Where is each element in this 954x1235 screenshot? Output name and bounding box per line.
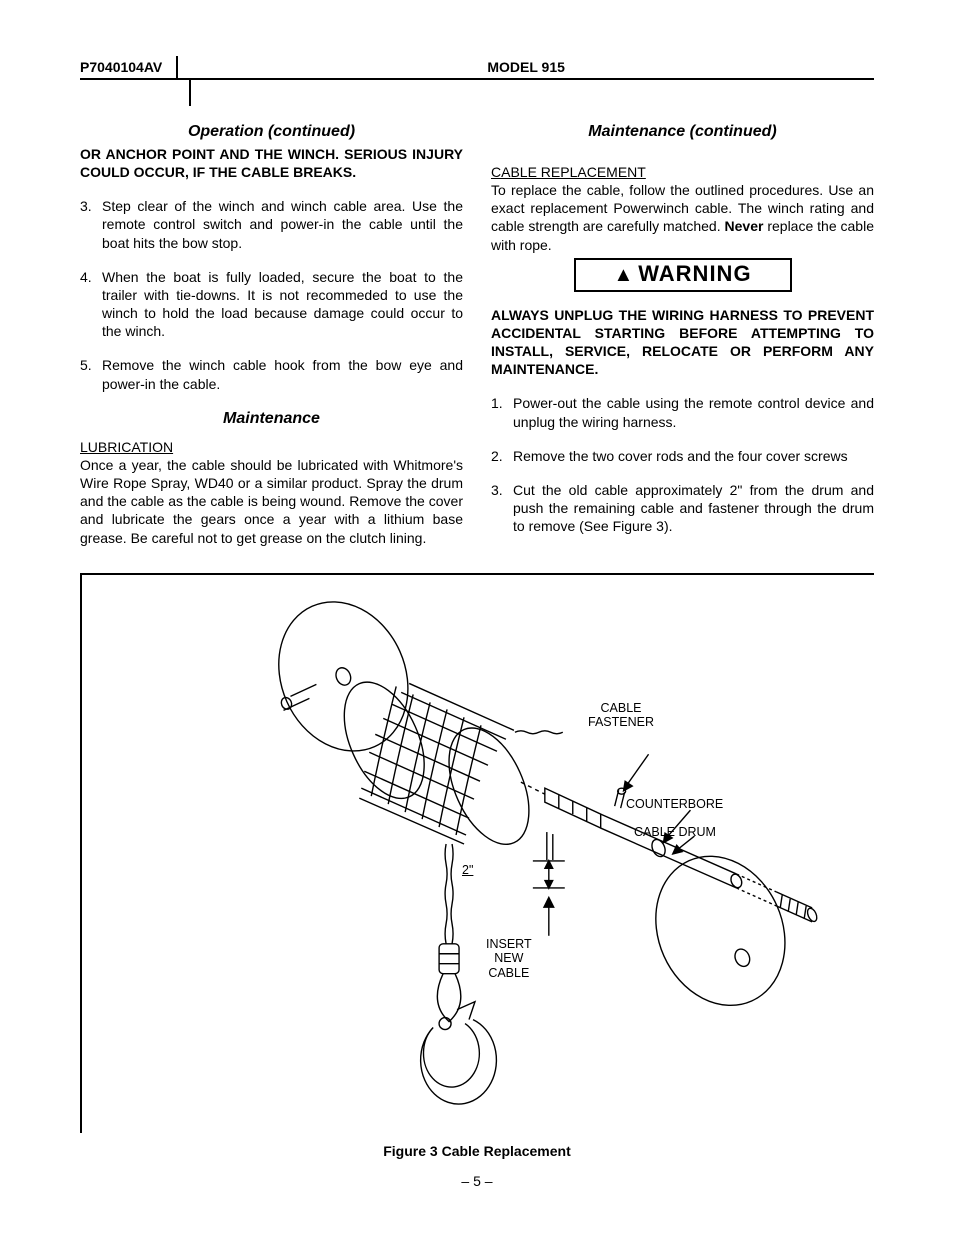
list-item: 4. When the boat is fully loaded, secure… [80,268,463,341]
warning-bold-text: ALWAYS UNPLUG THE WIRING HARNESS TO PREV… [491,306,874,379]
list-item: 3. Cut the old cable approximately 2" fr… [491,481,874,536]
step-number: 4. [80,268,102,341]
operation-heading: Operation (continued) [80,122,463,143]
step-number: 5. [80,356,102,392]
operation-warning-text: OR ANCHOR POINT AND THE WINCH. SERIOUS I… [80,145,463,181]
step-text: Remove the two cover rods and the four c… [513,447,874,465]
warning-label: WARNING [638,260,751,289]
label-cable-drum: CABLE DRUM [634,825,716,839]
right-column: Maintenance (continued) CABLE REPLACEMEN… [491,122,874,563]
maintenance-cont-heading: Maintenance (continued) [491,122,874,143]
label-insert-new-cable: INSERTNEWCABLE [486,937,532,980]
page-header: P7040104AV MODEL 915 [80,56,874,80]
step-number: 1. [491,394,513,430]
cable-replacement-subhead: CABLE REPLACEMENT [491,163,874,181]
figure-caption: Figure 3 Cable Replacement [80,1143,874,1159]
content-columns: Operation (continued) OR ANCHOR POINT AN… [80,122,874,563]
lubrication-text: Once a year, the cable should be lubrica… [80,456,463,547]
list-item: 5. Remove the winch cable hook from the … [80,356,463,392]
step-number: 2. [491,447,513,465]
figure-svg [82,575,874,1133]
list-item: 2. Remove the two cover rods and the fou… [491,447,874,465]
step-text: When the boat is fully loaded, secure th… [102,268,463,341]
step-text: Step clear of the winch and winch cable … [102,197,463,252]
model-number: MODEL 915 [178,56,874,78]
step-number: 3. [491,481,513,536]
list-item: 3. Step clear of the winch and winch cab… [80,197,463,252]
cable-intro-never: Never [725,218,764,234]
cable-intro: To replace the cable, follow the outline… [491,181,874,254]
left-column: Operation (continued) OR ANCHOR POINT AN… [80,122,463,563]
warning-badge: ▲ WARNING [574,258,792,292]
maintenance-heading: Maintenance [80,409,463,430]
label-counterbore: COUNTERBORE [626,797,723,811]
label-two-inch: 2" [462,863,473,877]
list-item: 1. Power-out the cable using the remote … [491,394,874,430]
cable-steps: 1. Power-out the cable using the remote … [491,394,874,535]
step-number: 3. [80,197,102,252]
page: P7040104AV MODEL 915 Operation (continue… [0,0,954,1235]
lubrication-subhead: LUBRICATION [80,438,463,456]
warning-triangle-icon: ▲ [613,265,634,285]
doc-id: P7040104AV [80,56,178,78]
operation-steps: 3. Step clear of the winch and winch cab… [80,197,463,393]
figure-3: CABLEFASTENER COUNTERBORE CABLE DRUM 2" … [80,573,874,1133]
step-text: Remove the winch cable hook from the bow… [102,356,463,392]
page-number: – 5 – [80,1173,874,1189]
label-cable-fastener: CABLEFASTENER [588,701,654,730]
step-text: Cut the old cable approximately 2" from … [513,481,874,536]
step-text: Power-out the cable using the remote con… [513,394,874,430]
